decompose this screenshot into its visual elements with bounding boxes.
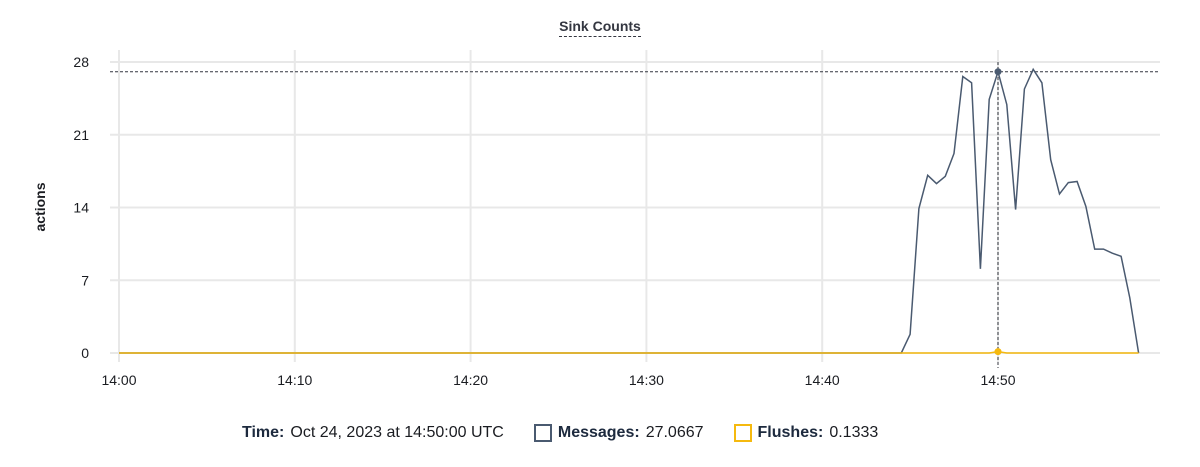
flushes-swatch-icon (733, 424, 752, 442)
x-tick-label: 14:00 (101, 372, 136, 388)
x-tick-label: 14:50 (980, 372, 1015, 388)
tooltip-legend: Time: Oct 24, 2023 at 14:50:00 UTC Messa… (242, 424, 908, 442)
messages-swatch-icon (533, 424, 552, 442)
y-tick-label: 28 (73, 54, 89, 70)
series-line-flushes (119, 350, 1139, 354)
chart-title-text[interactable]: Sink Counts (559, 18, 641, 37)
x-tick-label: 14:10 (277, 372, 312, 388)
y-tick-label: 21 (73, 127, 89, 143)
x-tick-label: 14:20 (453, 372, 488, 388)
line-chart[interactable]: 0 7 14 21 28 14:00 14:10 14:20 14:30 14:40 14:50 ac… (0, 0, 1200, 410)
y-tick-label: 7 (81, 272, 89, 288)
chart-title[interactable]: Sink Counts (0, 18, 1200, 37)
x-tick-label: 14:40 (805, 372, 840, 388)
flushes-value: 0.1333 (829, 424, 879, 441)
messages-value: 27.0667 (645, 424, 704, 441)
y-tick-label: 14 (73, 200, 89, 216)
data-point-flushes (994, 348, 1002, 356)
x-tick-label: 14:30 (629, 372, 664, 388)
time-value: Oct 24, 2023 at 14:50:00 UTC (290, 424, 504, 441)
series-line-messages (119, 67, 1140, 354)
data-point-messages (994, 68, 1002, 76)
flushes-label: Flushes: (757, 424, 824, 441)
y-axis-label: actions (32, 182, 48, 231)
y-tick-label: 0 (81, 345, 89, 361)
messages-label: Messages: (557, 424, 640, 441)
time-label: Time: (242, 424, 285, 441)
